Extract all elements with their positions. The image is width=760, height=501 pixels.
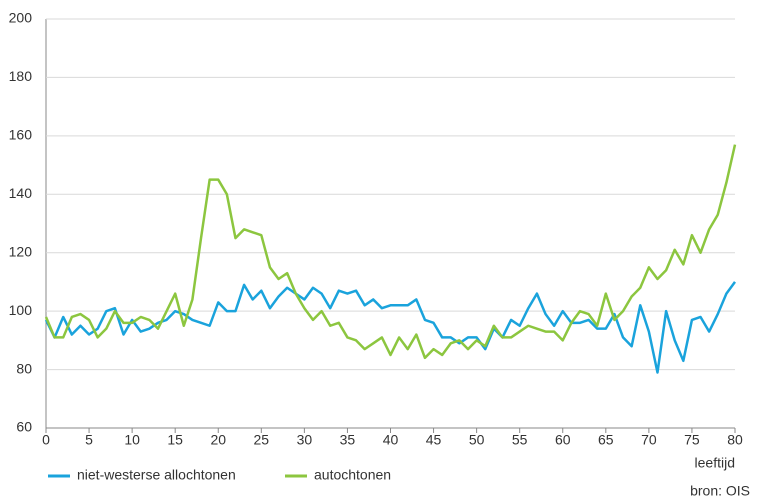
x-tick-label: 80 bbox=[727, 432, 743, 448]
y-tick-label: 100 bbox=[9, 302, 33, 318]
y-tick-label: 200 bbox=[9, 10, 33, 26]
x-tick-label: 15 bbox=[167, 432, 183, 448]
x-tick-label: 50 bbox=[469, 432, 485, 448]
x-tick-label: 0 bbox=[42, 432, 50, 448]
y-tick-label: 80 bbox=[16, 360, 32, 376]
x-tick-label: 5 bbox=[85, 432, 93, 448]
y-tick-label: 180 bbox=[9, 68, 33, 84]
x-axis-label: leeftijd bbox=[695, 455, 735, 471]
x-tick-label: 20 bbox=[210, 432, 226, 448]
x-tick-label: 75 bbox=[684, 432, 700, 448]
source: bron: OIS bbox=[690, 483, 750, 499]
y-tick-label: 140 bbox=[9, 185, 33, 201]
x-tick-label: 70 bbox=[641, 432, 657, 448]
y-tick-label: 160 bbox=[9, 127, 33, 143]
x-tick-label: 45 bbox=[426, 432, 442, 448]
y-tick-label: 60 bbox=[16, 419, 32, 435]
x-tick-label: 65 bbox=[598, 432, 614, 448]
x-tick-label: 60 bbox=[555, 432, 571, 448]
x-tick-label: 25 bbox=[254, 432, 270, 448]
y-tick-label: 120 bbox=[9, 243, 33, 259]
x-tick-label: 30 bbox=[297, 432, 313, 448]
legend-label: niet-westerse allochtonen bbox=[77, 467, 236, 483]
x-tick-label: 35 bbox=[340, 432, 356, 448]
data-line bbox=[44, 144, 737, 360]
x-tick-label: 40 bbox=[383, 432, 399, 448]
x-tick-label: 10 bbox=[124, 432, 140, 448]
x-tick-label: 55 bbox=[512, 432, 528, 448]
legend-label: autochtonen bbox=[314, 467, 391, 483]
